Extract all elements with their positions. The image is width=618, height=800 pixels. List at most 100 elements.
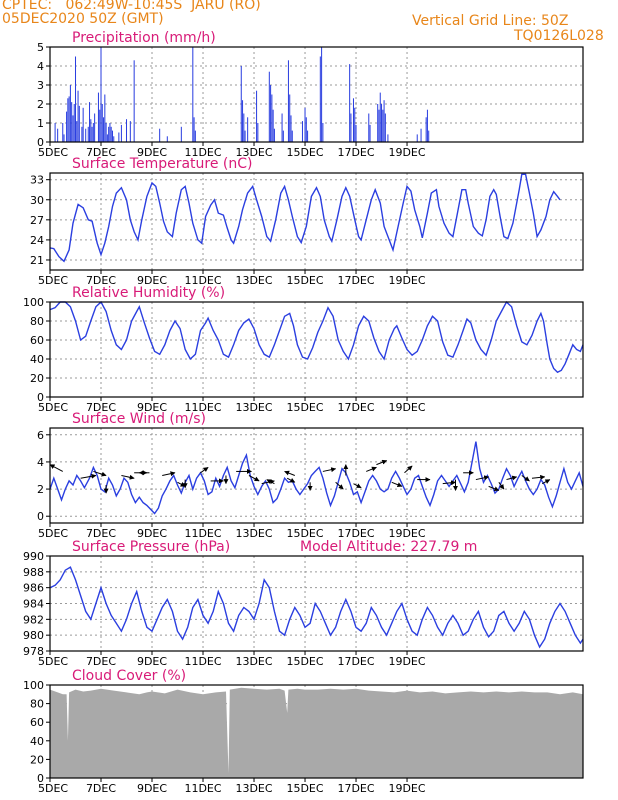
wind-arrow xyxy=(376,459,388,466)
x-tick-label: 7DEC xyxy=(86,527,116,540)
y-tick-label: 984 xyxy=(23,598,44,611)
wind-arrow xyxy=(322,467,337,473)
y-tick-label: 100 xyxy=(23,679,44,692)
y-tick-label: 33 xyxy=(30,174,44,187)
precip-bar xyxy=(89,102,91,142)
x-tick-label: 17DEC xyxy=(337,527,374,540)
precip-bar xyxy=(194,130,196,142)
precip-bar xyxy=(281,113,283,142)
precip-bar xyxy=(192,47,194,142)
precip-bar xyxy=(92,123,94,142)
precip-bar xyxy=(106,134,108,142)
precip-bar xyxy=(129,121,131,142)
precip-bar xyxy=(85,128,87,142)
panel-title: Surface Wind (m/s) xyxy=(72,411,206,427)
x-tick-label: 5DEC xyxy=(38,274,68,287)
wind-arrow xyxy=(531,474,546,480)
x-tick-label: 19DEC xyxy=(388,655,425,668)
x-tick-label: 15DEC xyxy=(286,146,323,159)
precip-bar xyxy=(383,100,385,142)
precip-bar xyxy=(387,134,389,142)
y-tick-label: 60 xyxy=(30,334,44,347)
x-tick-label: 13DEC xyxy=(235,274,272,287)
precip-bar xyxy=(268,71,270,142)
precip-bar xyxy=(290,115,292,142)
x-tick-label: 11DEC xyxy=(184,401,221,414)
precip-bar xyxy=(97,92,99,142)
precip-bar xyxy=(100,47,102,142)
precip-bar xyxy=(420,128,422,142)
precip-bar xyxy=(125,119,128,142)
wind-arrow xyxy=(266,479,275,485)
y-tick-label: 986 xyxy=(23,582,44,595)
x-tick-label: 19DEC xyxy=(388,146,425,159)
panel-wind: 5DEC 7DEC 9DEC 11DEC 13DEC 15DEC 17DEC 19DEC 0 2 4… xyxy=(37,411,584,540)
precip-bar xyxy=(355,124,357,142)
precip-bar xyxy=(120,124,122,142)
x-tick-label: 11DEC xyxy=(184,527,221,540)
y-tick-label: 0 xyxy=(37,510,44,523)
precip-bar xyxy=(101,104,103,142)
precip-bar xyxy=(73,104,75,142)
y-tick-label: 20 xyxy=(30,372,44,385)
precip-bar xyxy=(94,113,96,142)
panel-frame xyxy=(49,301,584,398)
precip-bar xyxy=(321,47,323,142)
temp-line xyxy=(49,173,561,263)
precip-bar xyxy=(87,126,89,142)
precip-bar xyxy=(272,109,274,142)
precip-bar xyxy=(270,85,272,142)
precip-bar xyxy=(166,136,168,142)
precip-bar xyxy=(62,123,64,142)
precip-bar xyxy=(133,60,135,142)
x-tick-label: 5DEC xyxy=(38,527,68,540)
wind-arrow xyxy=(286,477,296,483)
panel-title: Surface Pressure (hPa) xyxy=(72,539,230,555)
x-tick-label: 19DEC xyxy=(388,782,425,795)
panel-precip: 5DEC 7DEC 9DEC 11DEC 13DEC 15DEC 17DEC 19DEC 0 1 2… xyxy=(37,30,584,159)
x-tick-label: 19DEC xyxy=(388,527,425,540)
y-tick-label: 5 xyxy=(37,41,44,54)
precip-bar xyxy=(69,85,71,142)
x-tick-label: 19DEC xyxy=(388,274,425,287)
precip-bar xyxy=(111,130,113,142)
wind-arrow xyxy=(366,466,377,472)
wind-arrow xyxy=(488,485,500,492)
precip-bar xyxy=(72,115,74,142)
precip-bar xyxy=(384,113,386,142)
y-tick-label: 60 xyxy=(30,716,44,729)
y-tick-label: 978 xyxy=(23,645,44,658)
y-tick-label: 4 xyxy=(37,60,44,73)
y-tick-label: 24 xyxy=(30,234,44,247)
precip-bar xyxy=(378,109,380,142)
x-tick-label: 5DEC xyxy=(38,655,68,668)
x-tick-label: 15DEC xyxy=(286,401,323,414)
y-tick-label: 4 xyxy=(37,456,44,469)
precip-bar xyxy=(354,107,356,142)
wind-arrow xyxy=(498,481,505,490)
x-tick-label: 5DEC xyxy=(38,401,68,414)
precip-bar xyxy=(90,119,92,142)
x-tick-label: 7DEC xyxy=(86,655,116,668)
precip-bar xyxy=(244,130,246,142)
panel-frame xyxy=(49,172,584,271)
y-tick-label: 40 xyxy=(30,353,44,366)
wind-arrow xyxy=(541,479,551,485)
panel-frame xyxy=(49,684,584,779)
cloud-area xyxy=(50,687,583,778)
y-tick-label: 988 xyxy=(23,566,44,579)
header-code: TQ0126L028 xyxy=(514,28,604,44)
precip-bar xyxy=(304,107,306,142)
pres-line xyxy=(49,566,584,649)
y-tick-label: 1 xyxy=(37,117,44,130)
x-tick-label: 11DEC xyxy=(184,274,221,287)
x-tick-label: 13DEC xyxy=(235,527,272,540)
x-tick-label: 17DEC xyxy=(337,146,374,159)
x-tick-label: 15DEC xyxy=(286,655,323,668)
y-tick-label: 100 xyxy=(23,296,44,309)
x-tick-label: 9DEC xyxy=(137,146,167,159)
precip-bar xyxy=(159,128,161,142)
wind-arrow xyxy=(248,475,260,482)
precip-bar xyxy=(193,117,195,142)
panel-title: Precipitation (mm/h) xyxy=(72,30,216,46)
